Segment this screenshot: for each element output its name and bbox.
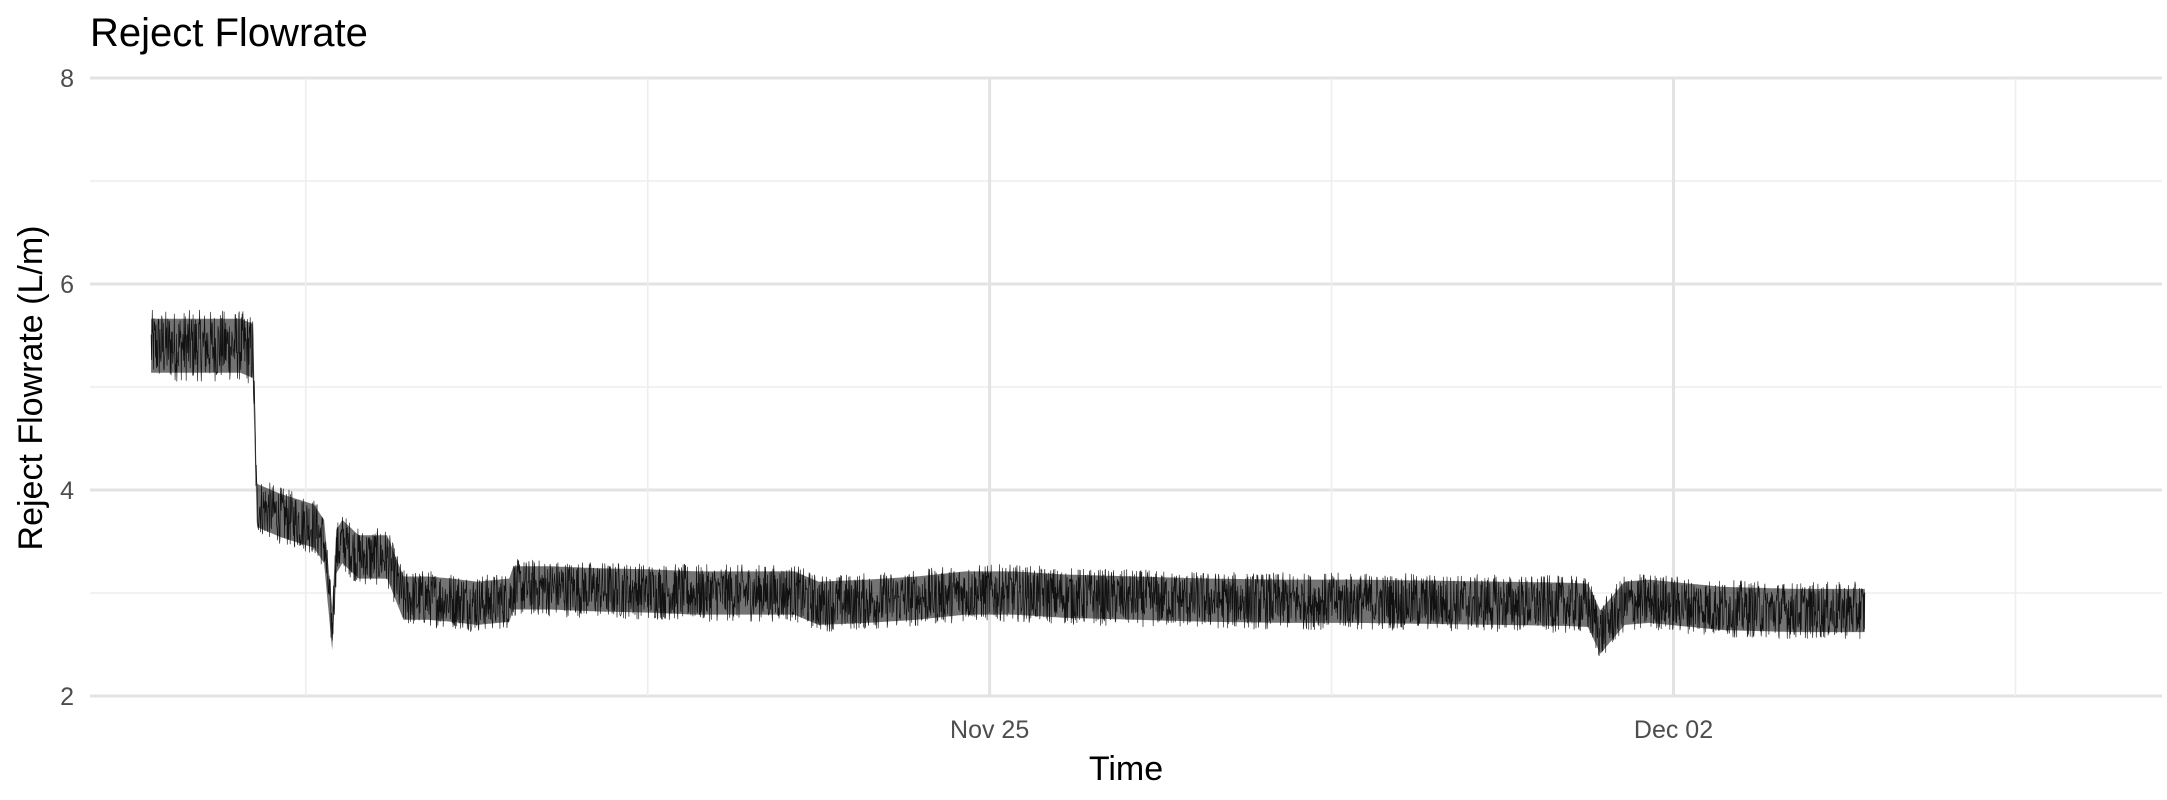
y-tick-label: 8	[60, 65, 74, 93]
y-axis-ticks: 2 4 6 8	[60, 65, 74, 711]
y-tick-label: 4	[60, 477, 74, 505]
series-line	[150, 309, 1866, 656]
chart-title: Reject Flowrate	[90, 11, 368, 55]
grid	[90, 76, 2162, 698]
y-tick-label: 2	[60, 683, 74, 711]
data-series	[150, 309, 1866, 656]
x-tick-label: Dec 02	[1634, 716, 1713, 744]
series-density-band	[151, 318, 1865, 654]
x-axis-title: Time	[1089, 750, 1163, 788]
x-tick-label: Nov 25	[950, 716, 1029, 744]
y-tick-label: 6	[60, 271, 74, 299]
data-series-band	[151, 318, 1865, 654]
y-axis-title: Reject Flowrate (L/m)	[12, 226, 50, 551]
x-axis-ticks: Nov 25 Dec 02	[950, 716, 1713, 744]
